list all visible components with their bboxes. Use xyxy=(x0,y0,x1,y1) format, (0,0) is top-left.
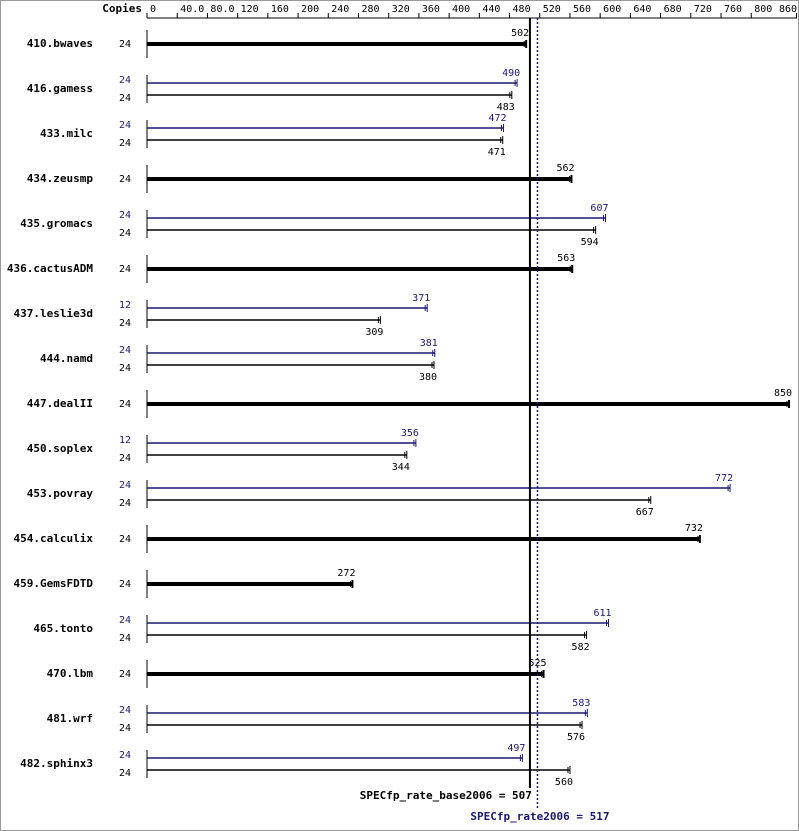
base-copies: 24 xyxy=(119,138,131,149)
base-copies: 24 xyxy=(119,633,131,644)
benchmark-name: 450.soplex xyxy=(27,442,94,455)
peak-copies: 24 xyxy=(119,480,131,491)
peak-copies: 24 xyxy=(119,705,131,716)
base-value-label: 563 xyxy=(557,253,575,264)
base-copies: 24 xyxy=(119,579,131,590)
copies-header: Copies xyxy=(102,2,142,15)
x-tick-label: 860 xyxy=(779,4,797,15)
x-tick-label: 520 xyxy=(543,4,561,15)
benchmark-name: 481.wrf xyxy=(47,712,93,725)
peak-value-label: 772 xyxy=(715,473,733,484)
x-tick-label: 760 xyxy=(724,4,742,15)
base-copies: 24 xyxy=(119,93,131,104)
x-tick-label: 640 xyxy=(633,4,651,15)
base-copies: 24 xyxy=(119,768,131,779)
base-value-label: 309 xyxy=(365,327,383,338)
base-ref-label: SPECfp_rate_base2006 = 507 xyxy=(360,789,532,802)
base-value-label: 732 xyxy=(685,523,703,534)
peak-value-label: 356 xyxy=(401,428,419,439)
x-tick-label: 240 xyxy=(331,4,349,15)
base-value-label: 850 xyxy=(774,388,792,399)
base-value-label: 560 xyxy=(555,777,573,788)
peak-value-label: 381 xyxy=(420,338,438,349)
benchmark-name: 459.GemsFDTD xyxy=(14,577,94,590)
peak-value-label: 472 xyxy=(488,113,506,124)
peak-copies: 24 xyxy=(119,345,131,356)
base-copies: 24 xyxy=(119,228,131,239)
base-copies: 24 xyxy=(119,39,131,50)
peak-copies: 24 xyxy=(119,120,131,131)
peak-copies: 12 xyxy=(119,300,131,311)
base-copies: 24 xyxy=(119,318,131,329)
peak-copies: 12 xyxy=(119,435,131,446)
base-value-label: 576 xyxy=(567,732,585,743)
base-value-label: 344 xyxy=(392,462,410,473)
benchmark-name: 470.lbm xyxy=(47,667,94,680)
peak-value-label: 611 xyxy=(593,608,611,619)
benchmark-name: 482.sphinx3 xyxy=(20,757,93,770)
peak-value-label: 371 xyxy=(412,293,430,304)
base-copies: 24 xyxy=(119,453,131,464)
peak-value-label: 607 xyxy=(590,203,608,214)
base-value-label: 471 xyxy=(488,147,506,158)
x-tick-label: 600 xyxy=(603,4,621,15)
peak-value-label: 583 xyxy=(572,698,590,709)
x-tick-label: 120 xyxy=(241,4,259,15)
x-tick-label: 480 xyxy=(513,4,531,15)
base-value-label: 380 xyxy=(419,372,437,383)
benchmark-name: 433.milc xyxy=(40,127,93,140)
peak-copies: 24 xyxy=(119,75,131,86)
base-value-label: 502 xyxy=(511,28,529,39)
base-copies: 24 xyxy=(119,498,131,509)
x-tick-label: 360 xyxy=(422,4,440,15)
x-tick-label: 80.0 xyxy=(210,4,234,15)
base-copies: 24 xyxy=(119,669,131,680)
peak-value-label: 497 xyxy=(507,743,525,754)
benchmark-name: 447.dealII xyxy=(27,397,93,410)
x-tick-label: 200 xyxy=(301,4,319,15)
x-tick-label: 400 xyxy=(452,4,470,15)
peak-copies: 24 xyxy=(119,615,131,626)
x-tick-label: 40.0 xyxy=(180,4,204,15)
benchmark-name: 465.tonto xyxy=(33,622,93,635)
benchmark-name: 436.cactusADM xyxy=(7,262,93,275)
base-copies: 24 xyxy=(119,264,131,275)
x-tick-label: 680 xyxy=(664,4,682,15)
peak-value-label: 490 xyxy=(502,68,520,79)
benchmark-name: 444.namd xyxy=(40,352,93,365)
benchmark-name: 437.leslie3d xyxy=(14,307,93,320)
base-copies: 24 xyxy=(119,174,131,185)
base-copies: 24 xyxy=(119,534,131,545)
benchmark-name: 416.gamess xyxy=(27,82,93,95)
base-value-label: 582 xyxy=(572,642,590,653)
peak-copies: 24 xyxy=(119,750,131,761)
base-value-label: 483 xyxy=(497,102,515,113)
benchmark-name: 410.bwaves xyxy=(27,37,93,50)
x-tick-label: 560 xyxy=(573,4,591,15)
peak-ref-label: SPECfp_rate2006 = 517 xyxy=(470,810,609,823)
base-value-label: 594 xyxy=(581,237,599,248)
base-copies: 24 xyxy=(119,399,131,410)
peak-copies: 24 xyxy=(119,210,131,221)
x-tick-label: 720 xyxy=(694,4,712,15)
benchmark-name: 435.gromacs xyxy=(20,217,93,230)
x-tick-label: 320 xyxy=(392,4,410,15)
x-tick-label: 280 xyxy=(361,4,379,15)
x-tick-label: 0 xyxy=(150,4,156,15)
x-tick-label: 800 xyxy=(754,4,772,15)
benchmark-name: 453.povray xyxy=(27,487,94,500)
base-value-label: 272 xyxy=(337,568,355,579)
base-copies: 24 xyxy=(119,363,131,374)
base-value-label: 562 xyxy=(556,163,574,174)
benchmark-name: 434.zeusmp xyxy=(27,172,94,185)
base-copies: 24 xyxy=(119,723,131,734)
x-tick-label: 440 xyxy=(482,4,500,15)
base-value-label: 667 xyxy=(636,507,654,518)
benchmark-name: 454.calculix xyxy=(14,532,94,545)
x-tick-label: 160 xyxy=(271,4,289,15)
